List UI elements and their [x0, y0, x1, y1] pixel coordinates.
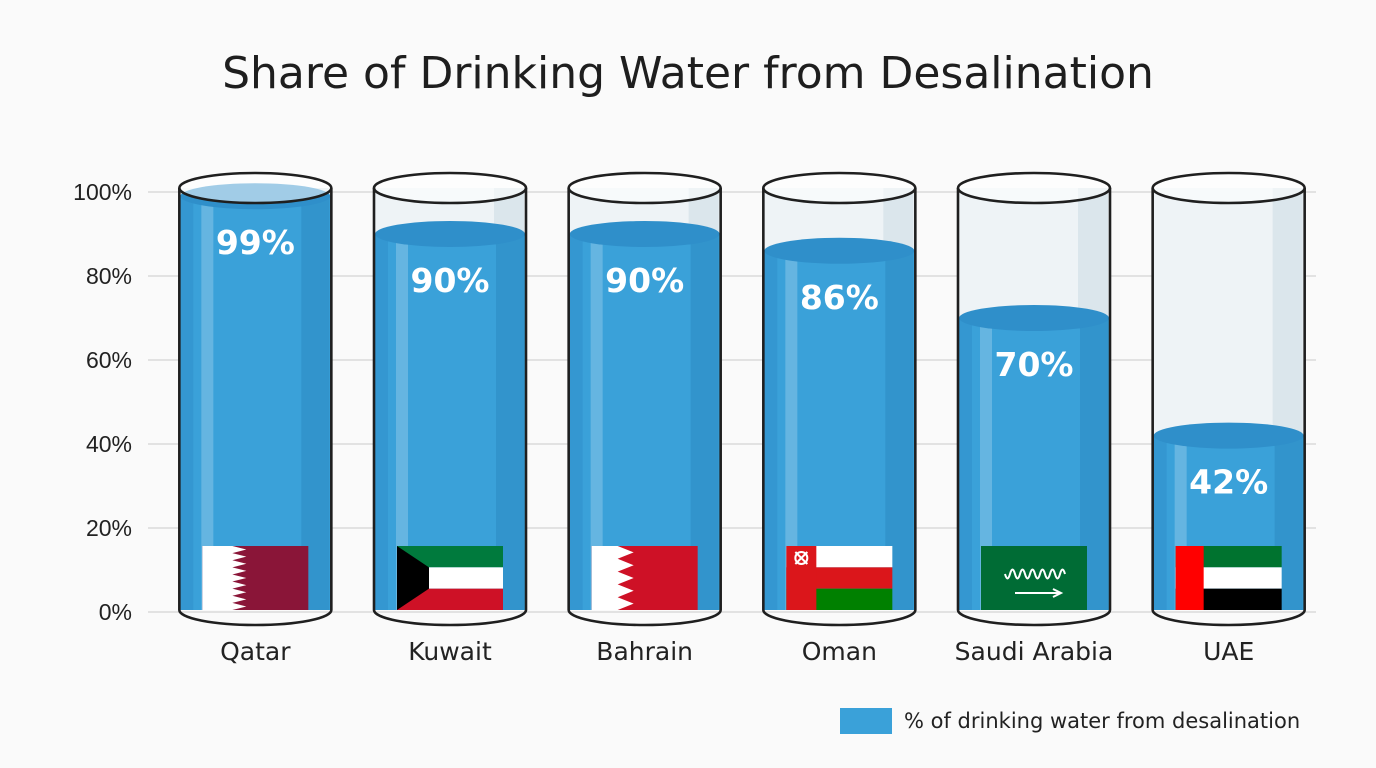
x-tick-label: Saudi Arabia — [955, 637, 1114, 666]
y-tick-label: 40% — [86, 431, 132, 457]
glass-top-rim — [178, 171, 333, 205]
bar — [179, 196, 332, 610]
glass-top-rim — [372, 171, 528, 205]
water-highlight — [785, 250, 798, 611]
water-highlight — [590, 234, 603, 610]
data-label: 42% — [1189, 463, 1268, 502]
gridlines — [148, 191, 1316, 613]
uae-flag-icon — [1175, 546, 1282, 610]
water-shade-right — [301, 196, 330, 610]
water-surface — [375, 221, 525, 247]
x-tick-label: UAE — [1203, 637, 1254, 666]
bar-uae — [1151, 171, 1306, 627]
qatar-flag-icon — [202, 546, 309, 610]
legend: % of drinking water from desalination — [840, 708, 1300, 734]
oman-flag-icon — [786, 546, 893, 610]
data-label: 90% — [411, 261, 490, 300]
water-shade-left — [179, 196, 194, 610]
glass-bottom-rim — [178, 609, 333, 627]
bar-saudi-arabia — [956, 171, 1112, 627]
water-shade-left — [568, 234, 583, 610]
kuwait-flag-icon — [397, 546, 503, 610]
legend-label: % of drinking water from desalination — [904, 709, 1300, 733]
x-tick-label: Oman — [802, 637, 877, 666]
y-tick-label: 0% — [99, 599, 132, 625]
legend-swatch — [840, 708, 892, 734]
bar-bahrain — [567, 171, 722, 627]
water-surface — [1153, 422, 1304, 449]
bahrain-flag-icon — [591, 546, 698, 610]
water-shade-left — [374, 234, 388, 610]
x-tick-label: Qatar — [220, 637, 291, 666]
glass-top-rim — [956, 171, 1112, 205]
glass-bottom-rim — [567, 609, 722, 627]
water-shade-left — [958, 318, 972, 610]
water-highlight — [201, 196, 214, 610]
x-tick-label: Bahrain — [596, 637, 693, 666]
y-tick-label: 80% — [86, 263, 132, 289]
glass-bottom-rim — [956, 609, 1112, 627]
glass-top-rim — [1151, 171, 1306, 205]
glass-top-rim — [567, 171, 722, 205]
x-tick-label: Kuwait — [408, 637, 492, 666]
glass-bottom-rim — [762, 609, 917, 627]
water-surface — [959, 305, 1109, 331]
water-shade-left — [763, 250, 778, 611]
glass-bottom-rim — [372, 609, 528, 627]
data-label: 90% — [605, 261, 684, 300]
glass-top-rim — [762, 171, 917, 205]
water-highlight — [980, 318, 992, 610]
bar-qatar — [178, 171, 333, 627]
y-tick-label: 60% — [86, 347, 132, 373]
y-tick-label: 20% — [86, 515, 132, 541]
y-axis: 0% 20% 40% 60% 80% 100% — [73, 179, 132, 625]
y-tick-label: 100% — [73, 179, 132, 205]
data-label: 99% — [216, 223, 295, 262]
data-label: 86% — [800, 278, 879, 317]
data-label: 70% — [995, 345, 1074, 384]
water-surface — [569, 221, 720, 247]
bar-oman — [762, 171, 917, 627]
water-surface — [764, 237, 915, 264]
glass-bottom-rim — [1151, 609, 1306, 627]
chart-title: Share of Drinking Water from Desalinatio… — [222, 48, 1154, 99]
water-highlight — [396, 234, 408, 610]
water-shade-left — [1152, 435, 1167, 610]
saudi-arabia-flag-icon — [981, 546, 1087, 610]
bar-kuwait — [372, 171, 528, 627]
bars: 99% Qatar 90% Kuwait 90% Bahrain 86% Oman 70% Sau… — [178, 171, 1306, 666]
